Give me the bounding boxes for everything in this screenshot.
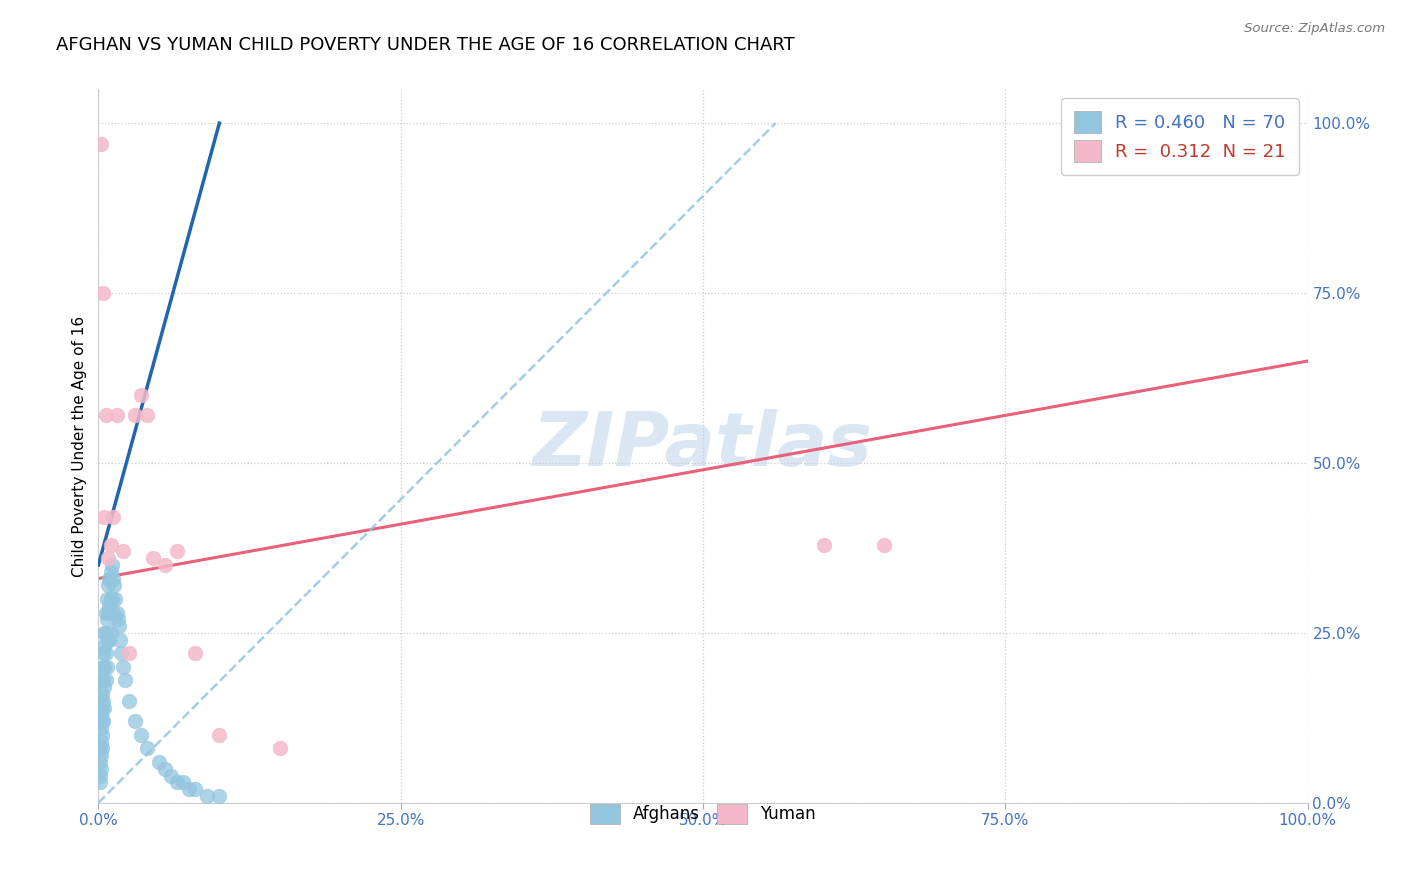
Point bbox=[100, 626, 122, 640]
Point bbox=[129, 728, 152, 742]
Point bbox=[96, 660, 118, 674]
Point bbox=[90, 748, 112, 763]
Point bbox=[97, 551, 120, 566]
Point bbox=[142, 551, 165, 566]
Point bbox=[269, 741, 291, 756]
Point bbox=[107, 612, 129, 626]
Point bbox=[135, 409, 157, 423]
Point bbox=[90, 694, 112, 708]
Point bbox=[111, 660, 134, 674]
Point bbox=[93, 700, 115, 714]
Point bbox=[108, 632, 131, 647]
Point bbox=[91, 646, 114, 660]
Point bbox=[98, 632, 121, 647]
Point bbox=[100, 591, 122, 606]
Point bbox=[98, 572, 121, 586]
Point bbox=[184, 782, 207, 797]
Point bbox=[114, 673, 136, 688]
Point bbox=[153, 762, 176, 776]
Point bbox=[135, 741, 157, 756]
Point bbox=[91, 714, 114, 729]
Point bbox=[91, 700, 114, 714]
Point bbox=[91, 694, 114, 708]
Point bbox=[101, 510, 124, 524]
Point bbox=[104, 591, 127, 606]
Point bbox=[90, 721, 112, 735]
Text: AFGHAN VS YUMAN CHILD POVERTY UNDER THE AGE OF 16 CORRELATION CHART: AFGHAN VS YUMAN CHILD POVERTY UNDER THE … bbox=[56, 36, 794, 54]
Point bbox=[89, 775, 111, 789]
Point bbox=[93, 510, 115, 524]
Point bbox=[111, 544, 134, 558]
Point bbox=[166, 544, 188, 558]
Point bbox=[208, 728, 231, 742]
Point bbox=[101, 572, 124, 586]
Point bbox=[105, 606, 128, 620]
Point bbox=[110, 646, 132, 660]
Point bbox=[118, 646, 141, 660]
Point bbox=[124, 409, 146, 423]
Point bbox=[166, 775, 188, 789]
Point bbox=[93, 680, 115, 694]
Point bbox=[96, 591, 118, 606]
Point bbox=[90, 136, 112, 151]
Point bbox=[129, 388, 152, 402]
Point bbox=[105, 409, 128, 423]
Point bbox=[91, 741, 114, 756]
Point bbox=[94, 673, 117, 688]
Point bbox=[94, 646, 117, 660]
Point bbox=[118, 694, 141, 708]
Point bbox=[100, 558, 122, 572]
Point bbox=[179, 782, 201, 797]
Point bbox=[160, 769, 183, 783]
Point bbox=[90, 707, 112, 722]
Point bbox=[91, 687, 114, 701]
Point bbox=[89, 741, 111, 756]
Legend: Afghans, Yuman: Afghans, Yuman bbox=[576, 790, 830, 838]
Point bbox=[97, 606, 120, 620]
Point bbox=[873, 537, 896, 551]
Point bbox=[90, 734, 112, 748]
Point bbox=[89, 769, 111, 783]
Point bbox=[93, 626, 115, 640]
Text: ZIPatlas: ZIPatlas bbox=[533, 409, 873, 483]
Point bbox=[96, 632, 118, 647]
Point bbox=[100, 565, 122, 579]
Point bbox=[91, 714, 114, 729]
Point bbox=[93, 640, 115, 654]
Point bbox=[101, 606, 124, 620]
Point bbox=[93, 660, 115, 674]
Point bbox=[96, 612, 118, 626]
Point bbox=[97, 578, 120, 592]
Point bbox=[103, 578, 125, 592]
Point bbox=[91, 728, 114, 742]
Point bbox=[813, 537, 835, 551]
Point bbox=[108, 619, 131, 633]
Point bbox=[172, 775, 194, 789]
Point bbox=[153, 558, 176, 572]
Point bbox=[100, 537, 122, 551]
Point bbox=[90, 762, 112, 776]
Point bbox=[148, 755, 170, 769]
Point bbox=[91, 673, 114, 688]
Point bbox=[91, 660, 114, 674]
Point bbox=[98, 599, 121, 613]
Text: Source: ZipAtlas.com: Source: ZipAtlas.com bbox=[1244, 22, 1385, 36]
Point bbox=[91, 286, 114, 301]
Point bbox=[100, 591, 122, 606]
Point bbox=[89, 755, 111, 769]
Point bbox=[94, 606, 117, 620]
Point bbox=[208, 789, 231, 803]
Point bbox=[89, 714, 111, 729]
Point bbox=[94, 409, 117, 423]
Y-axis label: Child Poverty Under the Age of 16: Child Poverty Under the Age of 16 bbox=[72, 316, 87, 576]
Point bbox=[195, 789, 218, 803]
Point bbox=[184, 646, 207, 660]
Point bbox=[97, 632, 120, 647]
Point bbox=[124, 714, 146, 729]
Point bbox=[91, 673, 114, 688]
Point bbox=[94, 626, 117, 640]
